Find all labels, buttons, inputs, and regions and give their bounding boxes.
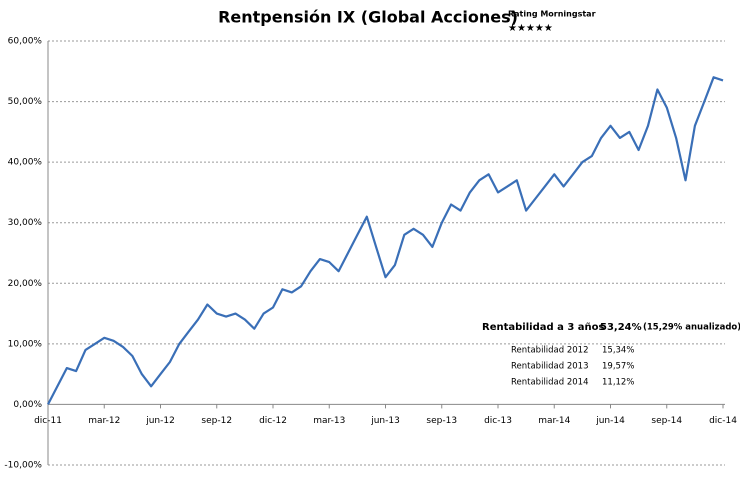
summary-label: Rentabilidad a 3 años xyxy=(482,322,605,333)
y-tick-label: 10,00% xyxy=(8,339,43,349)
x-tick-label: dic-12 xyxy=(259,416,287,426)
x-tick-label: dic-14 xyxy=(709,416,737,426)
summary-row-value: 11,12% xyxy=(602,378,634,388)
x-tick-label: jun-12 xyxy=(145,416,175,426)
y-tick-label: 50,00% xyxy=(8,97,43,107)
chart-title: Rentpensión IX (Global Acciones) xyxy=(218,8,518,27)
x-tick-label: dic-11 xyxy=(34,416,62,426)
summary-row-label: Rentabilidad 2012 xyxy=(511,346,589,356)
summary-annualized: (15,29% anualizado) xyxy=(643,323,740,333)
y-tick-label: 40,00% xyxy=(8,158,43,168)
y-tick-label: 0,00% xyxy=(13,400,42,410)
x-tick-label: mar-12 xyxy=(88,416,120,426)
y-tick-label: 20,00% xyxy=(8,279,43,289)
x-tick-label: jun-13 xyxy=(370,416,400,426)
y-tick-label: 60,00% xyxy=(8,37,43,47)
y-tick-label: -10,00% xyxy=(4,461,42,471)
summary-row-value: 15,34% xyxy=(602,346,634,356)
x-tick-label: dic-13 xyxy=(484,416,512,426)
rating-label: Rating Morningstar xyxy=(508,10,596,19)
x-tick-label: sep-14 xyxy=(651,416,682,426)
x-tick-label: sep-12 xyxy=(201,416,232,426)
x-tick-label: jun-14 xyxy=(595,416,625,426)
summary-value: 53,24% xyxy=(600,322,642,333)
summary-row-label: Rentabilidad 2013 xyxy=(511,362,589,372)
x-tick-label: mar-13 xyxy=(313,416,345,426)
x-tick-label: sep-13 xyxy=(426,416,457,426)
line-series xyxy=(47,76,724,405)
x-tick-label: mar-14 xyxy=(538,416,570,426)
rating-stars: ★★★★★ xyxy=(508,23,553,34)
summary-row-value: 19,57% xyxy=(602,362,634,372)
summary-row-label: Rentabilidad 2014 xyxy=(511,378,589,388)
y-tick-label: 30,00% xyxy=(8,218,43,228)
